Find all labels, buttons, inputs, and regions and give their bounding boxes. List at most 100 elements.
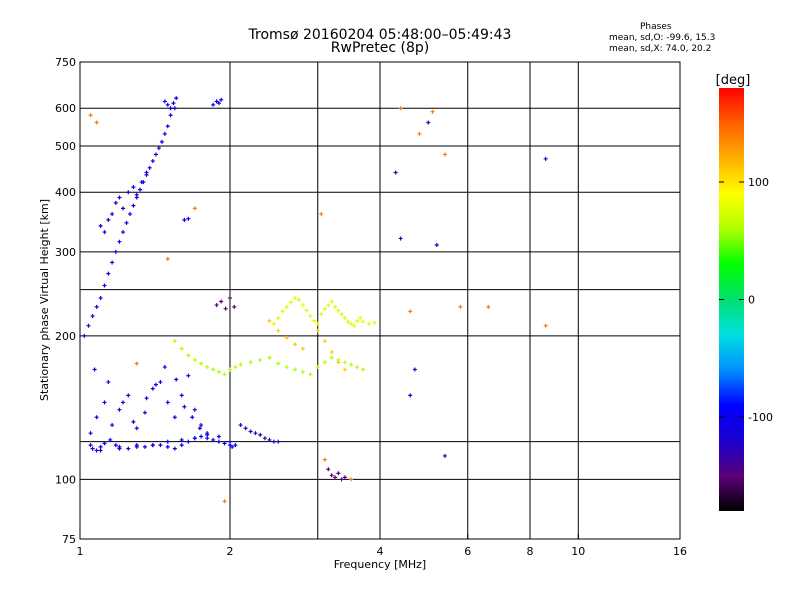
data-point — [142, 410, 147, 415]
data-point — [144, 396, 149, 401]
data-point — [349, 321, 354, 326]
data-point — [243, 426, 248, 431]
data-point — [205, 431, 210, 436]
data-point — [174, 96, 179, 101]
data-point — [211, 437, 216, 442]
data-point — [322, 360, 327, 365]
data-point — [98, 448, 103, 453]
data-point — [300, 303, 305, 308]
data-point — [90, 446, 95, 451]
data-point — [98, 444, 103, 449]
data-point — [205, 365, 210, 370]
data-point — [124, 220, 129, 225]
data-point — [412, 367, 417, 372]
data-point — [179, 437, 184, 442]
data-point — [349, 362, 354, 367]
data-point — [271, 439, 276, 444]
data-point — [113, 200, 118, 205]
data-point — [322, 339, 327, 344]
data-point — [232, 304, 237, 309]
data-point — [228, 296, 232, 301]
data-point — [138, 187, 143, 192]
data-point — [110, 260, 115, 265]
phases-title: Phases — [640, 22, 672, 32]
data-point — [131, 185, 136, 190]
data-point — [393, 170, 398, 175]
data-point — [296, 297, 301, 302]
data-point — [134, 426, 139, 431]
data-point — [168, 106, 173, 111]
data-point — [284, 304, 289, 309]
data-point — [121, 230, 126, 235]
data-point — [179, 393, 184, 398]
data-point — [372, 320, 377, 325]
data-point — [199, 434, 204, 439]
colorbar-tick-label: 100 — [748, 176, 769, 189]
data-point — [315, 328, 320, 333]
y-tick-label: 200 — [55, 330, 76, 343]
data-point — [292, 296, 297, 301]
data-point — [312, 318, 317, 323]
data-point — [280, 309, 285, 314]
data-point — [106, 380, 111, 385]
data-point — [322, 306, 327, 311]
data-point — [222, 499, 227, 504]
data-point — [361, 319, 366, 324]
data-point — [304, 308, 309, 313]
data-point — [165, 256, 170, 261]
y-tick-label: 600 — [55, 102, 76, 115]
data-point — [426, 120, 431, 125]
data-point — [171, 101, 176, 106]
chart-subtitle: RwPretec (8p) — [330, 40, 430, 56]
data-point — [88, 113, 93, 118]
data-point — [168, 113, 173, 118]
data-point — [128, 212, 133, 217]
data-point — [186, 439, 191, 444]
data-point — [158, 443, 163, 448]
data-point — [276, 328, 281, 333]
data-point — [366, 321, 371, 326]
data-point — [336, 308, 341, 313]
data-point — [121, 400, 126, 405]
data-point — [172, 415, 177, 420]
data-point — [126, 393, 131, 398]
y-tick-label: 300 — [55, 246, 76, 259]
x-tick-label: 6 — [464, 545, 471, 558]
data-point — [288, 300, 293, 305]
data-point — [329, 349, 334, 354]
data-point — [199, 361, 204, 366]
data-point — [216, 434, 221, 439]
data-point — [165, 444, 170, 449]
data-point — [358, 315, 363, 320]
data-point — [284, 365, 289, 370]
data-point — [98, 223, 103, 228]
data-point — [113, 443, 118, 448]
data-point — [326, 467, 331, 472]
data-point — [219, 97, 224, 102]
data-point — [88, 443, 93, 448]
phases-o-stats: mean, sd,O: -99.6, 15.3 — [609, 33, 716, 43]
data-point — [108, 437, 113, 442]
data-point — [216, 439, 221, 444]
data-point — [214, 303, 219, 308]
data-point — [233, 365, 238, 370]
data-point — [162, 131, 167, 136]
data-point — [211, 102, 216, 107]
y-axis-label: Stationary phase Virtual Height [km] — [38, 199, 51, 401]
data-point — [172, 339, 177, 344]
data-point — [442, 453, 447, 458]
data-point — [430, 109, 435, 114]
data-point — [228, 443, 232, 448]
data-point — [342, 367, 347, 372]
data-point — [329, 355, 334, 360]
data-point — [267, 355, 272, 360]
data-point — [94, 120, 99, 125]
data-point — [361, 367, 366, 372]
data-point — [172, 106, 177, 111]
data-point — [355, 318, 360, 323]
data-point — [190, 415, 195, 420]
data-point — [117, 407, 122, 412]
data-point — [333, 475, 338, 480]
data-point — [150, 386, 155, 391]
